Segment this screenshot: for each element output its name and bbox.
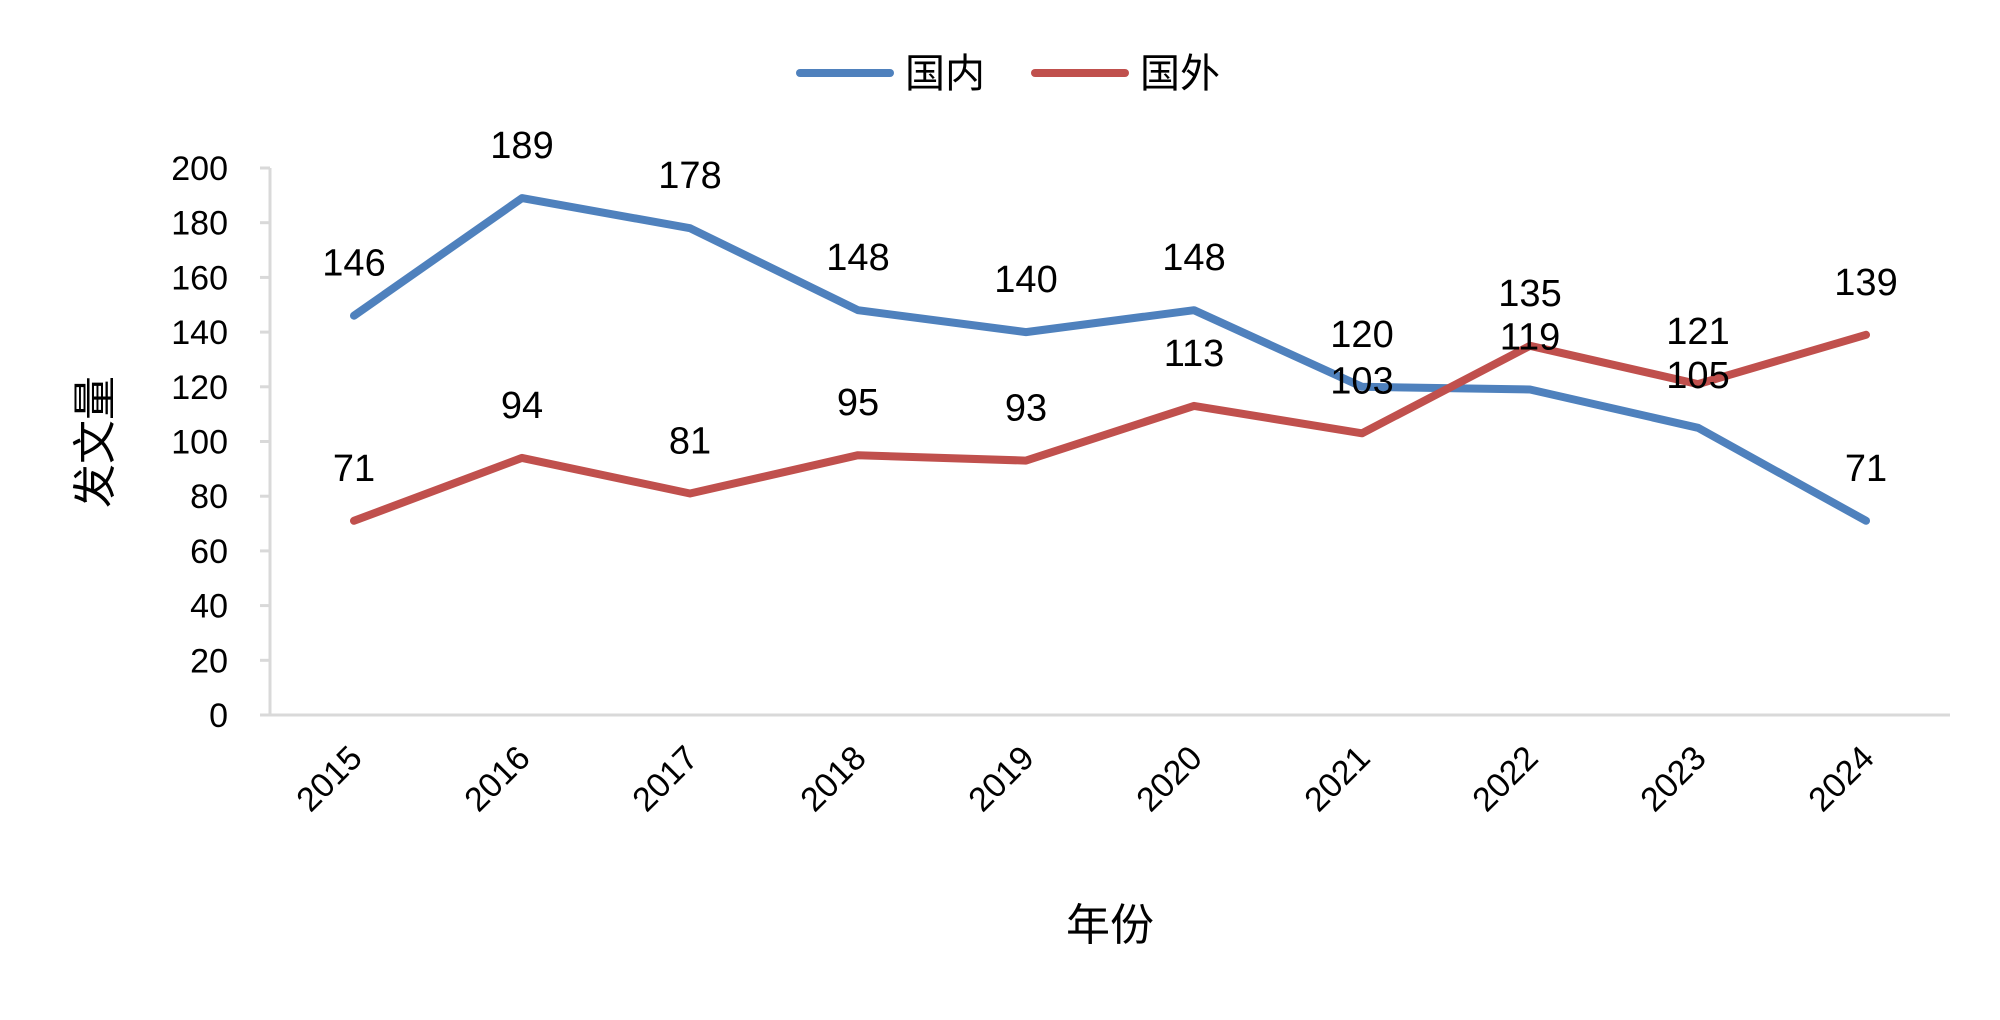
data-label: 119 — [1500, 317, 1561, 359]
x-tick-label: 2018 — [793, 739, 873, 819]
x-axis-title: 年份 — [1066, 900, 1154, 951]
data-label: 105 — [1666, 355, 1729, 397]
x-tick-label: 2017 — [625, 739, 705, 819]
x-tick-label: 2021 — [1297, 739, 1377, 819]
data-label: 189 — [490, 125, 553, 167]
data-label: 94 — [501, 385, 543, 427]
legend-label-1: 国内 — [905, 51, 985, 97]
y-tick-label: 0 — [209, 697, 228, 735]
legend: 国内 国外 — [796, 51, 1220, 97]
y-tick-label: 120 — [171, 369, 228, 407]
y-tick-label: 140 — [171, 314, 228, 352]
x-tick-label: 2019 — [961, 739, 1041, 819]
legend-label-2: 国外 — [1140, 51, 1220, 97]
data-label: 71 — [333, 448, 375, 490]
data-label: 135 — [1498, 273, 1561, 315]
y-tick-label: 60 — [190, 533, 228, 571]
axes — [268, 168, 1950, 717]
y-tick-label: 160 — [171, 259, 228, 297]
y-tick-label: 180 — [171, 205, 228, 243]
data-label: 113 — [1164, 333, 1225, 375]
data-labels: 146 189 178 148 140 148 120 119 105 71 71 94 81 95 93 1… — [322, 125, 1897, 490]
data-label: 93 — [1005, 388, 1047, 430]
x-tick-group: 2015 2016 2017 2018 2019 2020 2021 2022 2023 2024 — [289, 739, 1881, 819]
y-tick-group: 0 20 40 60 80 100 120 140 160 180 200 — [171, 150, 270, 735]
data-label: 81 — [669, 420, 711, 462]
data-label: 71 — [1845, 448, 1887, 490]
x-tick-label: 2024 — [1801, 739, 1881, 819]
series-lines — [350, 194, 1870, 525]
x-tick-label: 2022 — [1465, 739, 1545, 819]
x-tick-label: 2020 — [1129, 739, 1209, 819]
y-axis-title: 发文量 — [70, 376, 121, 508]
series-line-1 — [350, 194, 1870, 525]
x-tick-label: 2023 — [1633, 739, 1713, 819]
y-tick-label: 80 — [190, 478, 228, 516]
data-label: 120 — [1330, 314, 1393, 356]
data-label: 95 — [837, 382, 879, 424]
x-tick-label: 2016 — [457, 739, 537, 819]
data-label: 139 — [1834, 262, 1897, 304]
y-tick-label: 20 — [190, 642, 228, 680]
data-label: 103 — [1330, 360, 1393, 402]
data-label: 121 — [1666, 311, 1729, 353]
data-label: 148 — [826, 237, 889, 279]
series-line-2 — [350, 330, 1870, 525]
data-label: 146 — [322, 243, 385, 285]
y-tick-label: 40 — [190, 588, 228, 626]
data-label: 148 — [1162, 237, 1225, 279]
y-tick-label: 100 — [171, 424, 228, 462]
data-label: 178 — [658, 155, 721, 197]
x-tick-label: 2015 — [289, 739, 369, 819]
data-label: 140 — [994, 259, 1057, 301]
y-tick-label: 200 — [171, 150, 228, 188]
